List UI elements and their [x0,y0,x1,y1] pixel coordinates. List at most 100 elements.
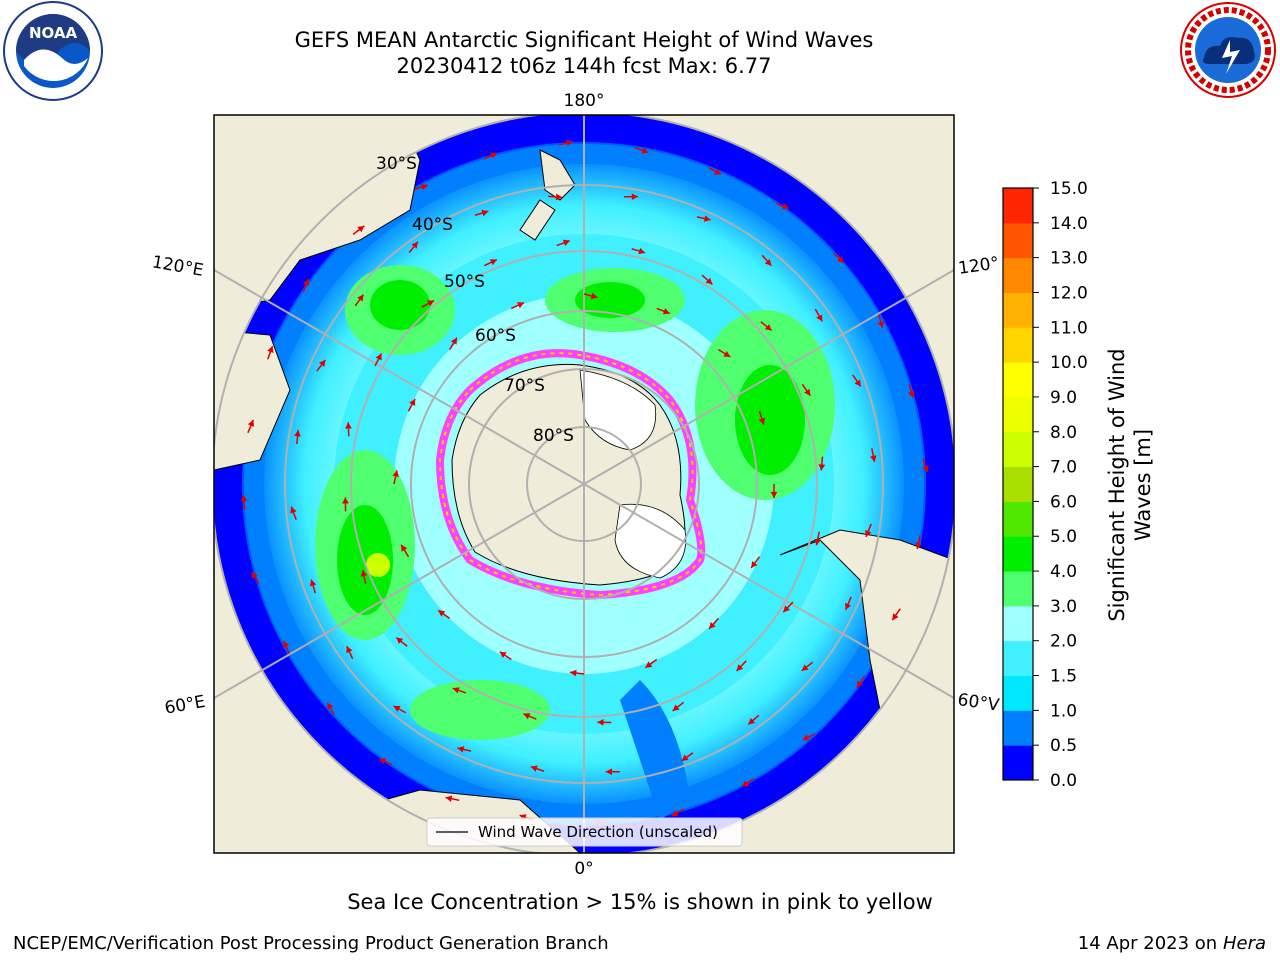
wave-arrow-head [481,209,489,217]
title-line-2: 20230412 t06z 144h fcst Max: 6.77 [396,54,772,78]
wave-arrow-head [562,239,570,246]
land-nz-south [519,199,556,241]
legend-box [426,817,743,847]
colorbar-tick-label: 5.0 [1050,527,1077,547]
wave-arrow-head [703,215,711,222]
wave-arrow-head [450,337,457,345]
wave-arrow-head [290,506,297,514]
colorbar-segment [1003,710,1033,746]
wave-arrow-head [570,669,577,677]
wave-arrow-head [393,705,401,712]
wave-arrow-head [411,241,418,249]
colorbar-tick-label: 12.0 [1050,283,1088,303]
wave-patch-d-core [337,505,393,615]
wave-arrow-head [445,795,453,803]
colorbar-tick-label: 11.0 [1050,318,1088,338]
wave-arrow-head [530,765,538,772]
colorbar: 0.0 0.5 1.0 1.5 2.0 3.0 4.0 5.0 6.0 7.0 8.0 9.0 10.0… [1002,179,1088,791]
colorbar-label-1: Significant Height of Wind [1105,348,1129,621]
colorbar-tick-label: 0.0 [1050,771,1077,791]
colorbar-tick-label: 6.0 [1050,492,1077,512]
wave-arrow-head [865,529,872,537]
wave-arrow-head [801,664,809,671]
noaa-logo-icon: NOAA [3,1,103,101]
wave-arrow-head [597,719,604,726]
wave-arrow-head [709,622,716,629]
colorbar-tick-label: 1.0 [1050,701,1077,721]
footer-date: 14 Apr 2023 on Hera [1078,933,1266,954]
wave-arrow-head [282,640,290,648]
colorbar-tick-label: 10.0 [1050,353,1088,373]
nws-logo-icon [1180,2,1276,98]
wave-arrow-head [427,300,435,307]
lon-label-0: 0° [574,859,593,879]
wave-arrow-head [783,605,790,613]
colorbar-segment [1003,327,1033,363]
wave-arrow-head [837,256,844,263]
wave-arrow-head [751,561,758,568]
wave-arrow-head [517,302,525,309]
colorbar-segment [1003,431,1033,468]
wave-arrow-head [804,388,811,396]
wave-arrow-head [294,430,301,437]
legend-text: Wind Wave Direction (unscaled) [478,823,718,841]
colorbar-tick-label: 7.0 [1050,458,1077,478]
wave-arrow-head [641,147,649,154]
graticule [214,115,954,853]
wave-arrow-head [327,702,334,710]
wave-patch-a-core [370,280,430,330]
colorbar-segment [1003,536,1033,572]
wave-arrow-head [892,613,899,621]
colorbar-segment [1003,571,1033,607]
colorbar-tick-label: 9.0 [1050,388,1077,408]
colorbar-label-2: Waves [m] [1131,429,1155,541]
footer-date-text: 14 Apr 2023 on [1077,933,1223,954]
footer-machine: Hera [1222,933,1266,954]
wave-arrow-head [457,746,465,753]
wave-arrow-head [452,687,460,694]
colorbar-tick-label: 14.0 [1050,214,1088,234]
colorbar-frame [1002,187,1034,781]
sea-ice-edge-yellow [438,352,703,597]
colorbar-segment [1003,188,1033,224]
wave-arrow-head [856,680,863,688]
wave-arrow-head [438,610,446,617]
wave-arrow-head [764,324,772,331]
wave-arrow-head [565,139,573,147]
wave-arrow-head [922,465,929,473]
footer-org: NCEP/EMC/Verification Post Processing Pr… [13,933,609,954]
wave-arrow-head [814,538,821,546]
lon-label-120w: 120° [957,253,1000,279]
wave-arrow-head [396,637,404,644]
wave-arrow-head [346,646,353,654]
wave-arrow-head [764,258,772,266]
wave-arrow-head [671,810,679,817]
wave-arrow-head [499,651,507,658]
wave-patch-b-core [575,282,645,318]
wave-arrow-head [605,768,612,776]
wave-arrow-head [705,277,713,285]
wave-arrow-head [240,494,248,502]
colorbar-segment [1003,640,1033,677]
wave-arrow-head [802,734,810,741]
colorbar-segment [1003,292,1033,328]
lat-label-50s: 50°S [444,272,485,292]
wave-arrow-head [631,193,638,201]
wave-arrow-head [247,419,255,427]
wave-arrow-head [854,379,861,387]
wave-arrow-head [645,661,653,668]
wave-arrow-head [302,278,310,286]
lat-label-60s: 60°S [475,326,516,346]
colorbar-segment [1003,396,1033,433]
wave-patch-e [410,680,550,740]
chart-title: GEFS MEAN Antarctic Significant Height o… [0,27,1168,79]
colorbar-tick-label: 15.0 [1050,179,1088,199]
wave-arrow-head [723,350,731,357]
wave-arrow-head [782,203,790,210]
wave-arrow-head [818,464,826,471]
lat-label-30s: 30°S [376,154,417,174]
colorbar-tick-label: 1.5 [1050,667,1077,687]
lat-label-80s: 80°S [533,426,574,446]
lat-label-40s: 40°S [412,215,453,235]
